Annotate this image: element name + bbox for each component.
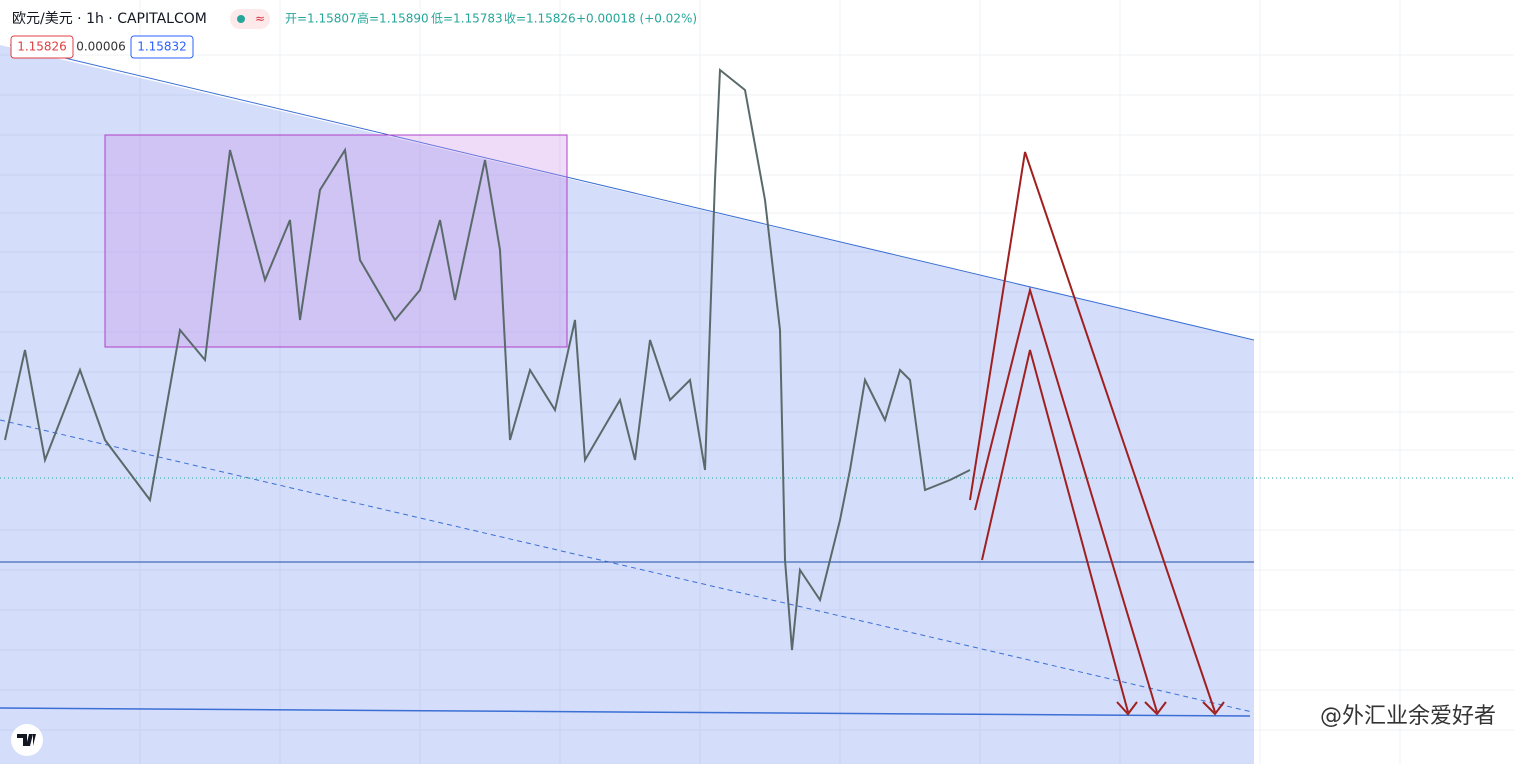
logo (17, 734, 36, 746)
dashed-trend-line (0, 419, 1253, 713)
watermark: @外汇业余爱好者 (1320, 704, 1496, 729)
symbol: 欧元/美元 · 1h · CAPITALCOM (12, 11, 207, 27)
badge-bg (230, 9, 270, 29)
price-trace (4, 67, 971, 651)
forecast-arrows (969, 151, 1225, 716)
low: 低=1.15783 (431, 12, 503, 26)
spread: 0.00006 (76, 40, 126, 54)
open: 开=1.15807 (285, 12, 357, 26)
bottom-line (0, 707, 1251, 717)
bid: 1.15826 (17, 40, 67, 54)
ask-box[interactable] (130, 35, 194, 59)
trend-line (9, 44, 1255, 341)
high: 高=1.15890 (357, 11, 429, 26)
status-dot (237, 15, 245, 23)
badge: ≈ (255, 12, 265, 26)
close: 收=1.15826 (504, 12, 576, 26)
change: +0.00018 (+0.02%) (576, 12, 697, 26)
ask: 1.15832 (137, 40, 187, 54)
bid-box[interactable] (10, 35, 74, 59)
range-box (104, 134, 568, 348)
channel-fill (0, 45, 1254, 764)
